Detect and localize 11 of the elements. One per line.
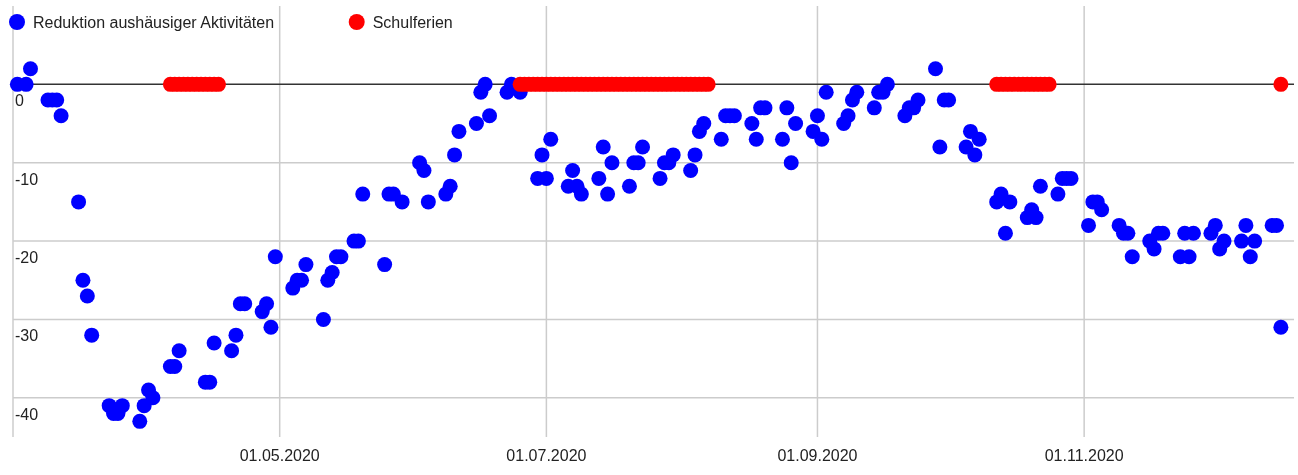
y-tick-label: -40 bbox=[15, 405, 39, 423]
x-tick-label: 01.07.2020 bbox=[506, 447, 587, 464]
y-tick-label: 0 bbox=[15, 92, 24, 110]
x-tick-label: 01.09.2020 bbox=[777, 447, 858, 464]
y-tick-label: -10 bbox=[15, 170, 39, 188]
y-tick-label: -20 bbox=[15, 249, 39, 267]
legend-label: Schulferien bbox=[372, 14, 453, 31]
legend-label: Reduktion aushäusiger Aktivitäten bbox=[33, 14, 275, 31]
x-tick-label: 01.05.2020 bbox=[239, 447, 320, 464]
x-tick-label: 01.11.2020 bbox=[1044, 447, 1124, 464]
y-tick-label: -30 bbox=[15, 327, 39, 345]
